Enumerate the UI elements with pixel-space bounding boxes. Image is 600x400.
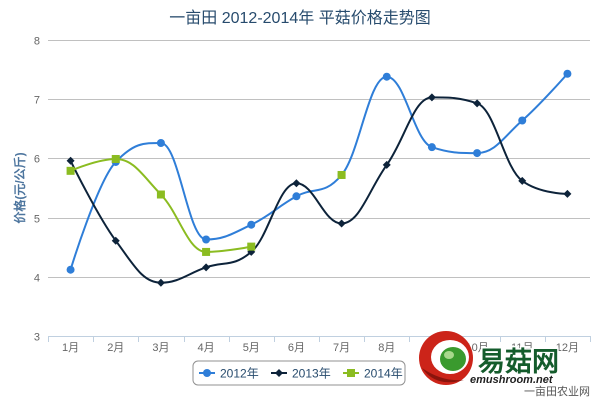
series-1-point-8 <box>382 72 391 81</box>
series-group <box>66 69 572 287</box>
series-1-point-5 <box>247 220 256 229</box>
legend-box <box>192 360 406 386</box>
legend-label-3: 2014年 <box>364 367 403 381</box>
series-2-point-8 <box>382 160 391 169</box>
series-2-point-4 <box>202 263 211 272</box>
series-3 <box>66 154 346 256</box>
legend-marker-3 <box>347 369 355 377</box>
series-1-point-1 <box>66 265 75 274</box>
watermark-site-url: emushroom.net <box>470 374 554 386</box>
series-1-point-11 <box>518 116 527 125</box>
series-1-point-4 <box>202 235 211 244</box>
series-2-point-7 <box>337 219 346 228</box>
series-1-point-9 <box>427 143 436 152</box>
y-axis-labels: 3 4 5 6 7 8 <box>34 36 40 344</box>
watermark-site-name: 易菇网 <box>478 347 559 377</box>
legend-item-1[interactable]: 2012年 <box>199 367 259 381</box>
series-2-point-6 <box>292 179 301 188</box>
legend-label-2: 2013年 <box>292 367 331 381</box>
series-1-point-3 <box>156 139 165 148</box>
series-2-point-9 <box>427 93 436 102</box>
legend-item-3[interactable]: 2014年 <box>343 367 403 381</box>
y-tick-label: 4 <box>34 273 40 285</box>
y-tick-label: 3 <box>34 332 40 344</box>
y-tick-label: 5 <box>34 214 40 226</box>
legend-marker-1 <box>203 369 211 377</box>
x-tick-label: 3月 <box>152 342 169 354</box>
y-tick-label: 7 <box>34 95 40 107</box>
x-tick-label: 5月 <box>243 342 260 354</box>
series-3-point-7 <box>337 170 346 179</box>
series-1-point-6 <box>292 192 301 201</box>
series-2-point-11 <box>518 176 527 185</box>
x-tick-label: 12月 <box>556 342 579 354</box>
legend-marker-2 <box>275 369 283 377</box>
series-3-point-1 <box>66 166 75 175</box>
series-2-line <box>69 96 569 284</box>
series-2-point-3 <box>156 278 165 287</box>
series-3-point-3 <box>156 190 165 199</box>
x-tick-label: 1月 <box>62 342 79 354</box>
series-3-point-5 <box>247 242 256 251</box>
series-3-point-4 <box>202 247 211 256</box>
emushroom-logo-icon <box>419 331 473 385</box>
legend-label-1: 2012年 <box>220 367 259 381</box>
x-tick-label: 2月 <box>107 342 124 354</box>
y-tick-label: 8 <box>34 36 40 48</box>
x-tick-label: 7月 <box>333 342 350 354</box>
series-2-point-10 <box>473 99 482 108</box>
watermark: 易菇网 emushroom.net 一亩田农业网 <box>419 331 590 398</box>
series-1-point-12 <box>563 69 572 78</box>
watermark-source: 一亩田农业网 <box>524 384 590 398</box>
chart-title: 一亩田 2012-2014年 平菇价格走势图 <box>169 9 430 27</box>
x-tick-label: 8月 <box>378 342 395 354</box>
series-1-point-10 <box>473 149 482 158</box>
x-tick-label: 4月 <box>198 342 215 354</box>
series-2-point-12 <box>563 189 572 198</box>
y-axis-title: 价格(元/公斤) <box>12 152 27 223</box>
x-tick-label: 6月 <box>288 342 305 354</box>
x-tick-label: 11月 <box>511 342 533 354</box>
series-2-point-1 <box>66 156 75 165</box>
legend-item-2[interactable]: 2013年 <box>271 367 331 381</box>
y-tick-label: 6 <box>34 154 40 166</box>
legend: 2012年 2013年 2014年 <box>192 360 406 386</box>
series-2-point-2 <box>111 236 120 245</box>
series-3-point-2 <box>111 154 120 163</box>
